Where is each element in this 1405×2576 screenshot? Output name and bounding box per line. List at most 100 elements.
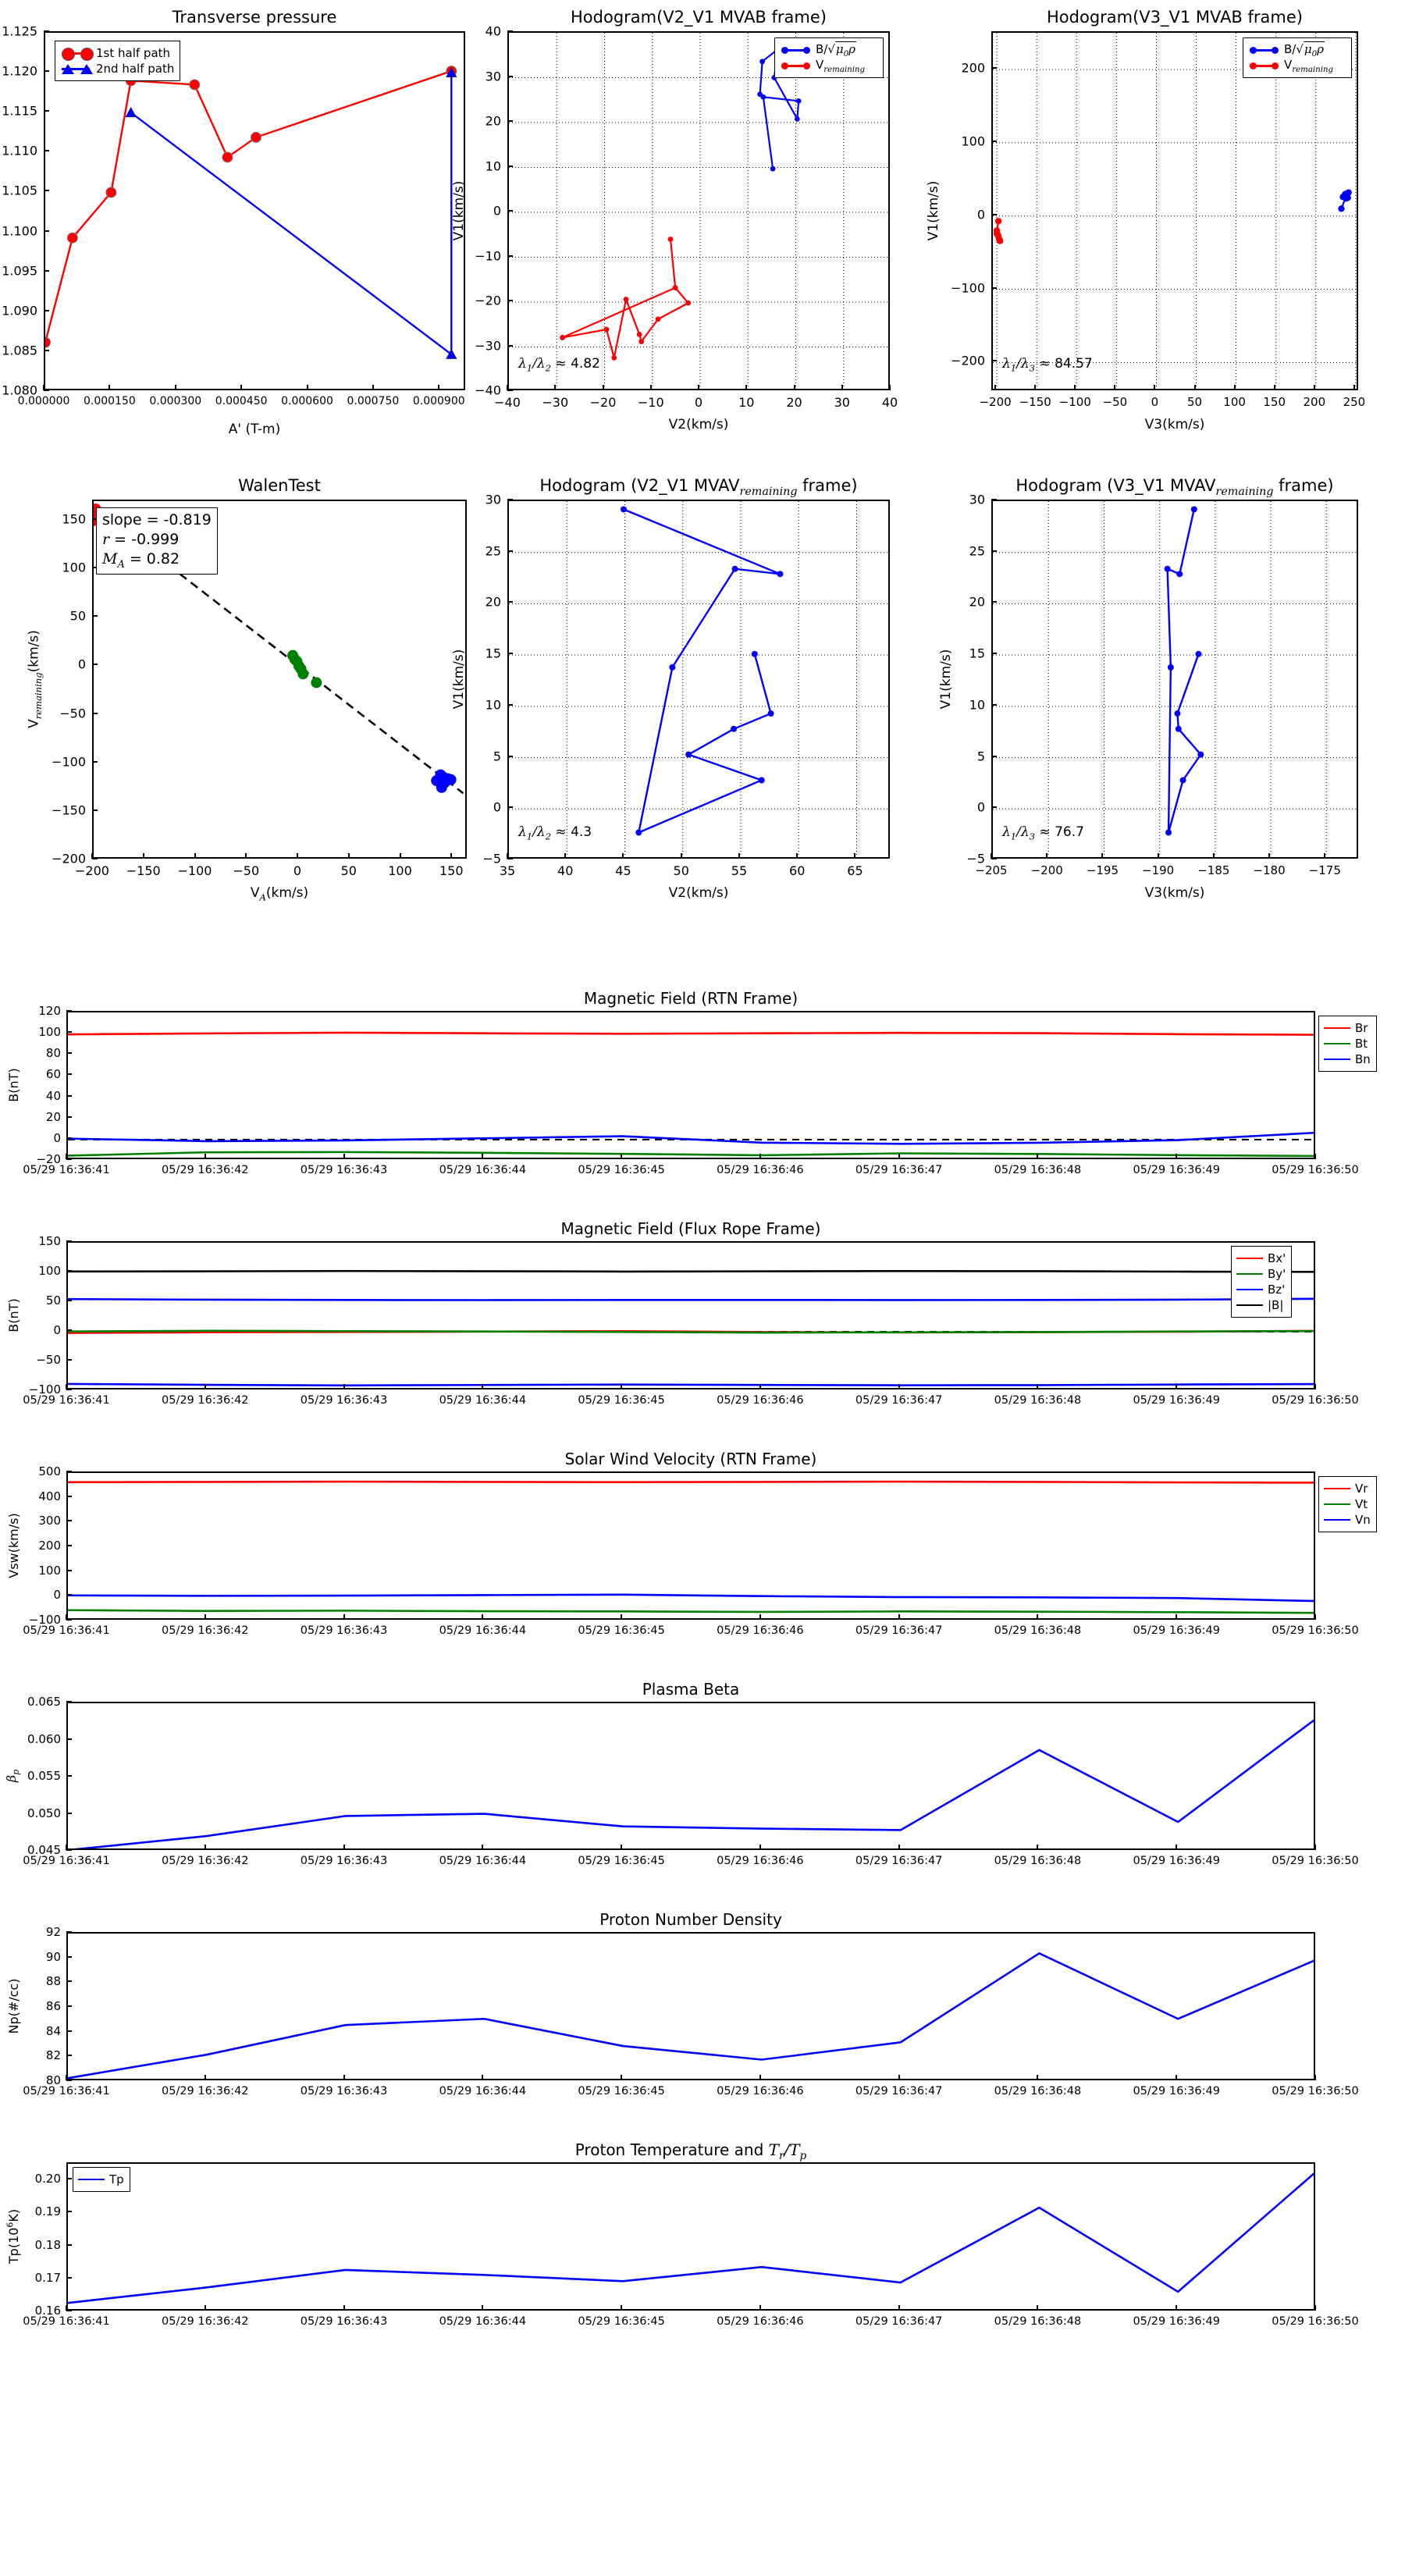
legend-item: |B| <box>1236 1297 1286 1313</box>
y-tick-mark <box>66 1520 72 1522</box>
y-tick-mark <box>66 1158 72 1160</box>
y-tick-mark <box>66 1569 72 1571</box>
hodogram-v3v1-mvab-eigen-annotation: λ1/λ3 ≈ 84.57 <box>1002 356 1093 374</box>
x-tick-label: 200 <box>1303 395 1326 409</box>
x-tick-mark <box>759 1384 761 1389</box>
y-tick-mark <box>92 664 98 666</box>
y-tick-mark <box>507 165 513 167</box>
y-tick-label: 0.17 <box>34 2270 61 2285</box>
x-tick-label: 05/29 16:36:44 <box>439 1855 527 1867</box>
x-tick-mark <box>204 1614 206 1620</box>
x-tick-mark <box>482 2075 484 2080</box>
x-tick-label: 05/29 16:36:48 <box>994 2315 1082 2328</box>
y-tick-mark <box>44 309 49 311</box>
x-tick-mark <box>759 2305 761 2311</box>
hodogram-v2v1-mvav-rem-title: Hodogram (V2_V1 MVAVremaining frame) <box>539 476 858 499</box>
legend-line <box>1236 1273 1263 1275</box>
x-tick-label: 05/29 16:36:50 <box>1272 1624 1359 1637</box>
x-tick-mark <box>854 853 856 859</box>
hodogram-v2v1-mvab-title: Hodogram(V2_V1 MVAB frame) <box>571 8 827 27</box>
x-tick-label: −150 <box>1019 395 1051 409</box>
legend-item: Vremaining <box>1248 58 1346 74</box>
legend-line <box>1324 1027 1350 1029</box>
y-tick-label: 0.060 <box>27 1731 61 1746</box>
y-tick-label: 1.110 <box>2 143 37 158</box>
x-tick-label: 05/29 16:36:44 <box>439 1164 527 1176</box>
y-tick-mark <box>44 190 49 192</box>
y-tick-mark <box>66 1701 72 1703</box>
x-tick-label: −200 <box>1030 863 1063 877</box>
y-tick-mark <box>991 360 997 362</box>
x-tick-mark <box>43 385 44 390</box>
legend-line <box>1324 1488 1350 1489</box>
walen-r: r = -0.999 <box>102 531 180 549</box>
x-tick-mark <box>738 853 740 859</box>
y-tick-mark <box>507 703 513 706</box>
legend-item: Bx' <box>1236 1251 1286 1266</box>
x-tick-mark <box>1233 385 1236 390</box>
y-tick-label: 80 <box>45 1046 61 1061</box>
x-tick-label: −180 <box>1253 863 1286 877</box>
x-tick-label: 05/29 16:36:44 <box>439 1394 527 1407</box>
legend-item: 1st half path <box>60 45 174 61</box>
legend-line <box>1324 1503 1350 1505</box>
x-tick-mark <box>1101 853 1104 859</box>
y-tick-mark <box>507 653 513 655</box>
y-tick-mark <box>991 601 997 603</box>
x-tick-mark <box>898 1154 900 1159</box>
y-tick-label: 50 <box>45 1293 61 1308</box>
x-tick-mark <box>1176 1614 1178 1620</box>
y-tick-mark <box>66 2030 72 2032</box>
x-tick-mark <box>759 1154 761 1159</box>
y-tick-label: −100 <box>52 754 86 770</box>
x-tick-mark <box>1154 385 1156 390</box>
x-tick-mark <box>1268 853 1271 859</box>
legend-label: Vremaining <box>816 57 866 74</box>
x-tick-mark <box>1212 853 1215 859</box>
y-tick-label: 5 <box>493 749 501 764</box>
x-tick-mark <box>108 385 111 390</box>
x-tick-label: 0.000450 <box>215 395 268 407</box>
x-tick-label: 0.000750 <box>347 395 400 407</box>
x-tick-mark <box>621 2305 623 2311</box>
x-tick-mark <box>1114 385 1116 390</box>
y-tick-mark <box>92 567 98 569</box>
legend-item: Br <box>1324 1020 1371 1036</box>
x-tick-mark <box>66 1384 67 1389</box>
legend-line <box>62 68 90 70</box>
proton-temperature-title: Proton Temperature and Tr/Tp <box>574 2140 807 2162</box>
legend-line <box>781 49 809 52</box>
y-tick-label: −100 <box>951 280 985 296</box>
transverse-pressure-xlabel: A' (T-m) <box>228 422 281 437</box>
y-tick-mark <box>507 120 513 122</box>
legend-item: B/√μ0ρ <box>780 41 877 59</box>
x-tick-label: 05/29 16:36:47 <box>855 1394 943 1407</box>
y-tick-mark <box>66 2243 72 2246</box>
x-tick-mark <box>297 853 298 859</box>
x-tick-mark <box>1176 2305 1178 2311</box>
legend-item: Vr <box>1324 1481 1371 1496</box>
y-tick-label: 0 <box>493 799 501 815</box>
legend-label: By' <box>1268 1267 1286 1281</box>
y-tick-label: 84 <box>45 2023 61 2038</box>
y-tick-mark <box>66 1329 72 1331</box>
x-tick-label: 05/29 16:36:45 <box>578 2315 665 2328</box>
x-tick-mark <box>1324 853 1326 859</box>
x-tick-mark <box>343 2075 345 2080</box>
x-tick-label: 05/29 16:36:46 <box>717 1394 804 1407</box>
y-tick-mark <box>66 1115 72 1118</box>
x-tick-label: −195 <box>1086 863 1119 877</box>
y-tick-label: 1.125 <box>2 23 37 39</box>
y-tick-mark <box>66 1812 72 1814</box>
y-tick-mark <box>66 1031 72 1034</box>
x-tick-label: 05/29 16:36:44 <box>439 2315 527 2328</box>
legend-item: Bn <box>1324 1051 1371 1067</box>
x-tick-label: −175 <box>1308 863 1341 877</box>
legend-marker <box>1248 44 1279 56</box>
plot-series-layer <box>68 1269 1314 1387</box>
x-tick-label: 100 <box>388 863 412 878</box>
x-tick-label: 30 <box>834 395 850 410</box>
x-tick-label: 05/29 16:36:45 <box>578 2085 665 2097</box>
legend-dot-marker <box>803 47 810 54</box>
transverse-pressure-plot-area <box>44 31 465 390</box>
